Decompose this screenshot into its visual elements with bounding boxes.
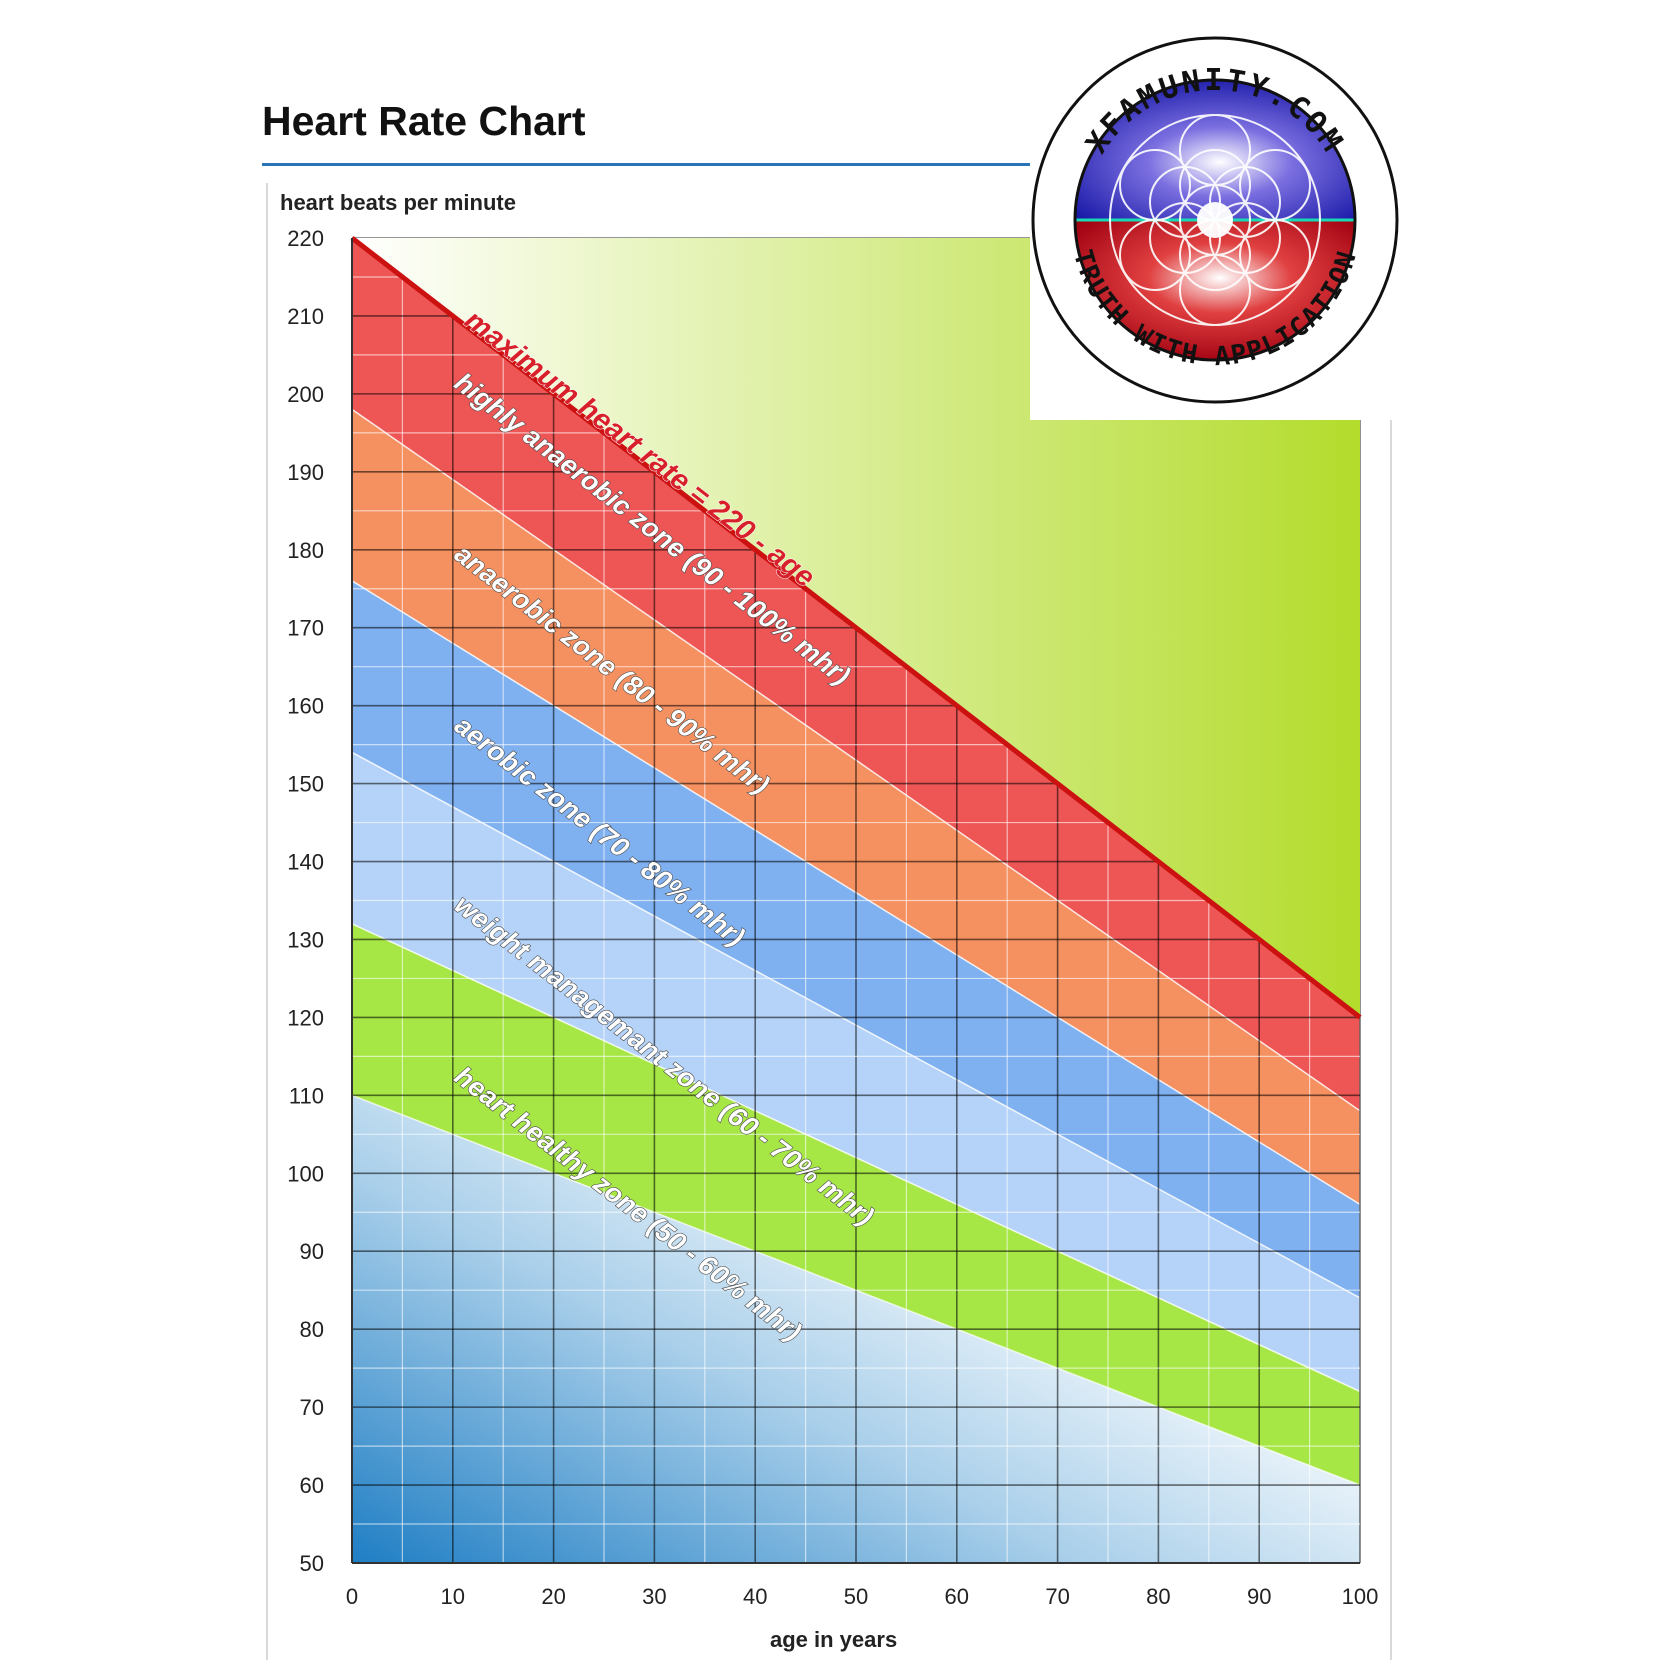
x-tick-label: 10: [441, 1584, 465, 1609]
x-tick-label: 80: [1146, 1584, 1170, 1609]
y-tick-label: 70: [300, 1395, 324, 1420]
y-tick-label: 50: [300, 1551, 324, 1576]
x-tick-label: 50: [844, 1584, 868, 1609]
x-tick-label: 70: [1045, 1584, 1069, 1609]
max-heart-rate-line: [350, 236, 1362, 1020]
y-tick-label: 90: [300, 1239, 324, 1264]
y-tick-label: 180: [287, 538, 324, 563]
y-tick-label: 200: [287, 382, 324, 407]
xfamunity-logo: XFAMUNITY.COM TRUTH WITH APPLICATION: [1030, 30, 1400, 420]
x-tick-label: 0: [346, 1584, 358, 1609]
y-tick-label: 190: [287, 460, 324, 485]
y-tick-label: 120: [287, 1005, 324, 1030]
x-tick-label: 90: [1247, 1584, 1271, 1609]
y-tick-label: 100: [287, 1161, 324, 1186]
y-tick-label: 210: [287, 304, 324, 329]
x-tick-label: 100: [1342, 1584, 1379, 1609]
y-tick-label: 140: [287, 850, 324, 875]
y-axis-label: heart beats per minute: [280, 190, 516, 215]
y-tick-label: 130: [287, 927, 324, 952]
x-axis-label: age in years: [770, 1627, 898, 1652]
x-tick-label: 40: [743, 1584, 767, 1609]
chart-title: Heart Rate Chart: [262, 98, 586, 144]
x-tick-label: 30: [642, 1584, 666, 1609]
y-tick-label: 110: [289, 1083, 324, 1108]
y-tick-label: 150: [287, 772, 324, 797]
y-tick-label: 80: [300, 1317, 324, 1342]
y-tick-label: 60: [300, 1473, 324, 1498]
y-tick-label: 160: [287, 694, 324, 719]
title-underline: [262, 163, 1032, 166]
x-tick-label: 60: [945, 1584, 969, 1609]
y-tick-label: 170: [287, 616, 324, 641]
y-tick-label: 220: [287, 226, 324, 251]
x-tick-label: 20: [541, 1584, 565, 1609]
